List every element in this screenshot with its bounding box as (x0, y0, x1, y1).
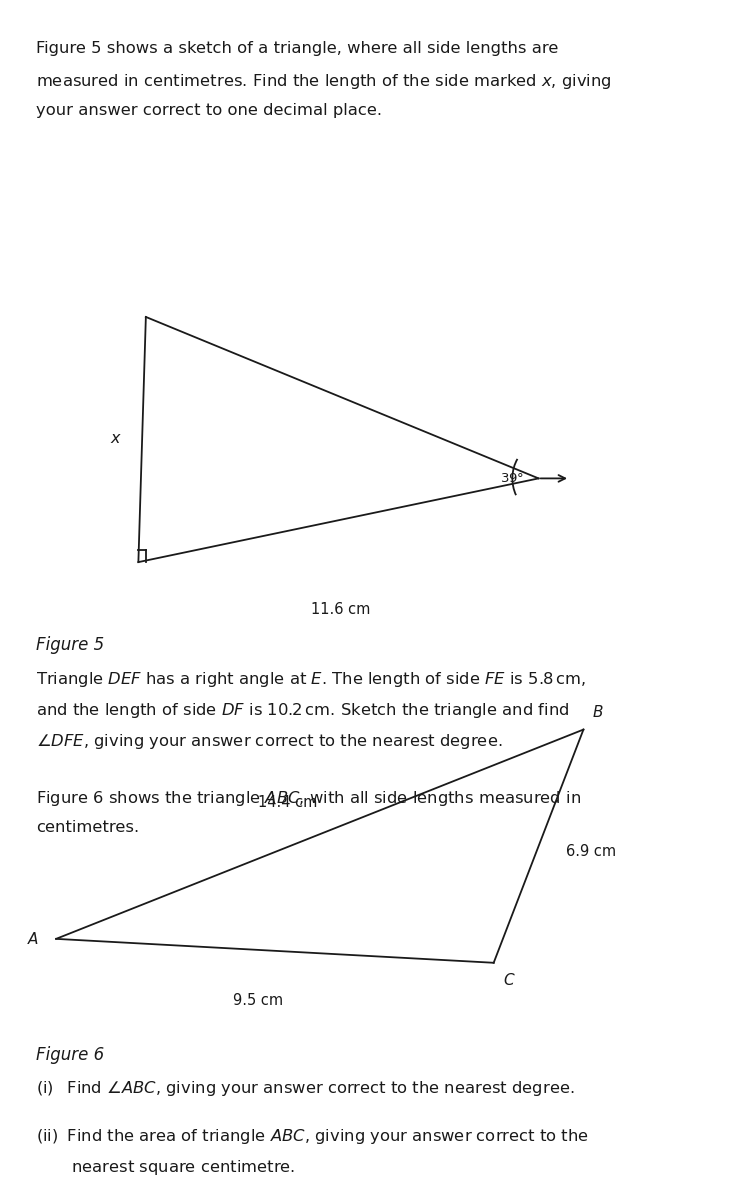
Text: Figure 5 shows a sketch of a triangle, where all side lengths are: Figure 5 shows a sketch of a triangle, w… (36, 41, 558, 56)
Text: Figure 6: Figure 6 (36, 1046, 104, 1064)
Text: Triangle $DEF$ has a right angle at $E$. The length of side $FE$ is 5.8$\,$cm,: Triangle $DEF$ has a right angle at $E$.… (36, 670, 586, 689)
Text: $x$: $x$ (110, 432, 122, 446)
Text: $B$: $B$ (592, 704, 604, 720)
Text: centimetres.: centimetres. (36, 820, 139, 836)
Text: $C$: $C$ (503, 972, 515, 988)
Text: your answer correct to one decimal place.: your answer correct to one decimal place… (36, 103, 382, 118)
Text: and the length of side $DF$ is 10.2$\,$cm. Sketch the triangle and find: and the length of side $DF$ is 10.2$\,$c… (36, 701, 569, 720)
Text: 39$\degree$: 39$\degree$ (500, 472, 524, 484)
Text: measured in centimetres. Find the length of the side marked $x$, giving: measured in centimetres. Find the length… (36, 72, 612, 91)
Text: 11.6 cm: 11.6 cm (310, 602, 370, 617)
Text: $\angle DFE$, giving your answer correct to the nearest degree.: $\angle DFE$, giving your answer correct… (36, 732, 503, 751)
Text: Figure 6 shows the triangle $ABC$, with all side lengths measured in: Figure 6 shows the triangle $ABC$, with … (36, 789, 581, 808)
Text: 14.4 cm: 14.4 cm (258, 794, 318, 810)
Text: (ii)$\;\;$Find the area of triangle $ABC$, giving your answer correct to the: (ii)$\;\;$Find the area of triangle $ABC… (36, 1127, 589, 1146)
Text: $\;\;\;\;\;\;\;\;$nearest square centimetre.: $\;\;\;\;\;\;\;\;$nearest square centime… (36, 1158, 295, 1177)
Text: 9.5 cm: 9.5 cm (233, 993, 283, 1008)
Text: $A$: $A$ (28, 930, 40, 947)
Text: Figure 5: Figure 5 (36, 636, 104, 654)
Text: (i)$\;\;\;$Find $\angle ABC$, giving your answer correct to the nearest degree.: (i)$\;\;\;$Find $\angle ABC$, giving you… (36, 1079, 574, 1098)
Text: 6.9 cm: 6.9 cm (566, 844, 616, 859)
